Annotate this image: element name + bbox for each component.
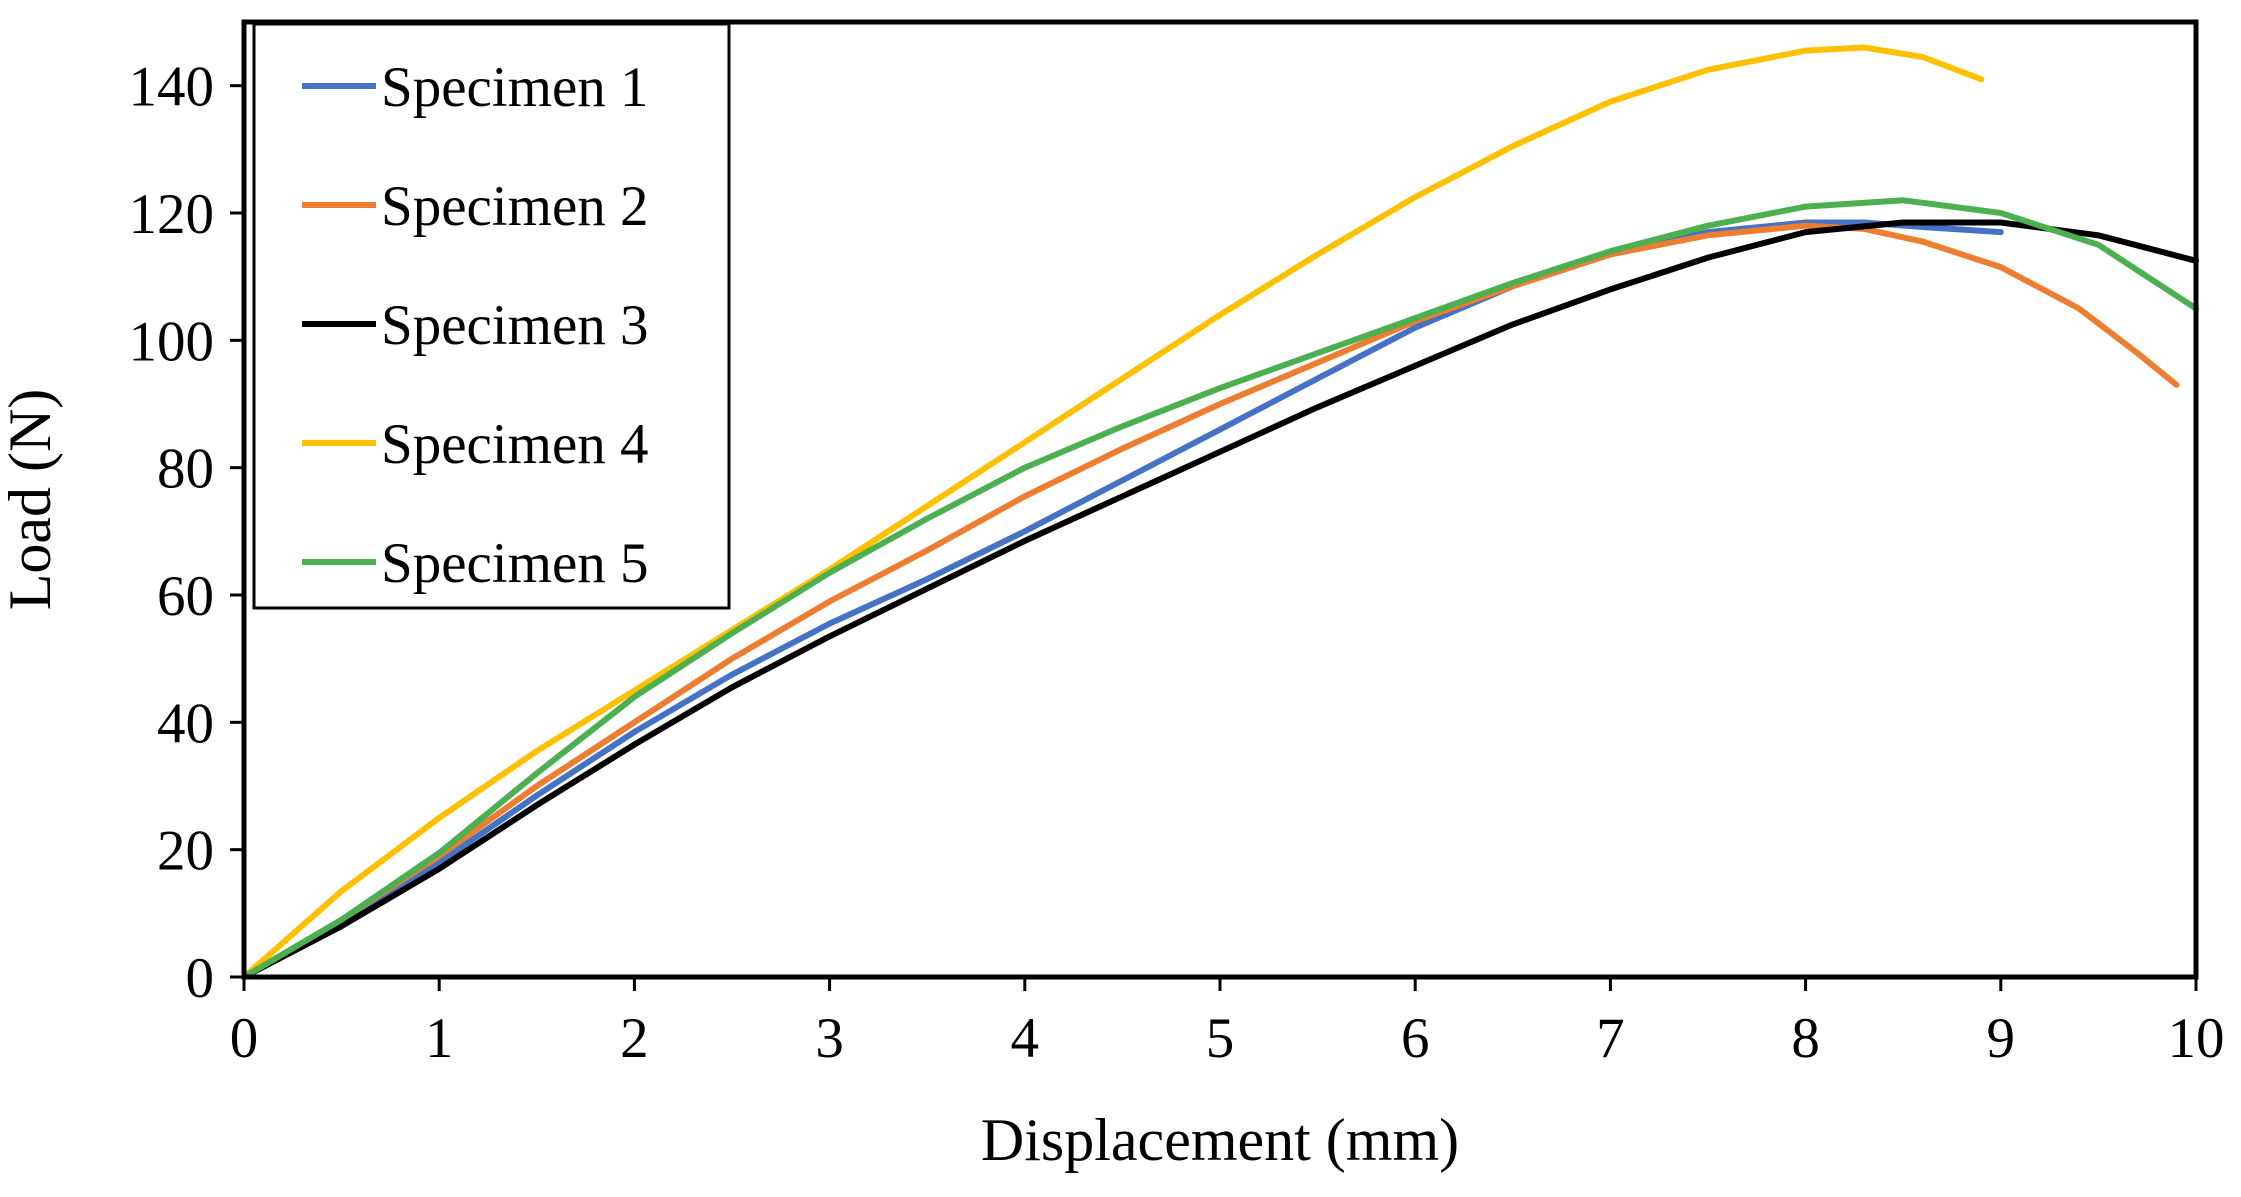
y-axis-title: Load (N) <box>0 389 63 611</box>
legend-box <box>252 22 731 610</box>
x-tick-label: 9 <box>1987 1007 2016 1070</box>
legend: Specimen 1 Specimen 2 Specimen 3 Specimen 4… <box>252 22 731 610</box>
x-tick-label: 3 <box>815 1007 844 1070</box>
legend-label-specimen-5: Specimen 5 <box>381 532 649 595</box>
plot-lines-layer <box>241 44 2199 980</box>
legend-label-specimen-2: Specimen 2 <box>381 175 649 238</box>
x-tick-label: 5 <box>1206 1007 1235 1070</box>
x-tick-label: 6 <box>1401 1007 1430 1070</box>
x-tick-label: 10 <box>2168 1007 2225 1070</box>
y-tick-label: 20 <box>157 820 214 883</box>
legend-label-specimen-3: Specimen 3 <box>381 294 649 357</box>
x-tick-label: 1 <box>425 1007 454 1070</box>
series-line-specimen-5 <box>241 197 2199 980</box>
x-tick-label: 4 <box>1011 1007 1040 1070</box>
series-line-specimen-2 <box>241 222 2180 980</box>
x-tick-label: 0 <box>230 1007 259 1070</box>
y-tick-label: 0 <box>186 947 215 1010</box>
x-tick-label: 7 <box>1596 1007 1625 1070</box>
y-tick-label: 40 <box>157 692 214 755</box>
x-tick-label: 2 <box>620 1007 649 1070</box>
y-tick-label: 140 <box>129 56 215 119</box>
series-line-specimen-4 <box>241 44 1985 980</box>
y-tick-label: 80 <box>157 438 214 501</box>
legend-label-specimen-4: Specimen 4 <box>381 413 649 476</box>
x-tick-label: 8 <box>1791 1007 1820 1070</box>
y-tick-label: 100 <box>129 310 215 373</box>
y-tick-label: 60 <box>157 565 214 628</box>
x-axis-title: Displacement (mm) <box>981 1107 1459 1173</box>
y-tick-label: 120 <box>129 183 215 246</box>
series-line-specimen-1 <box>241 219 2004 980</box>
series-line-specimen-3 <box>241 219 2199 980</box>
legend-label-specimen-1: Specimen 1 <box>381 56 649 119</box>
